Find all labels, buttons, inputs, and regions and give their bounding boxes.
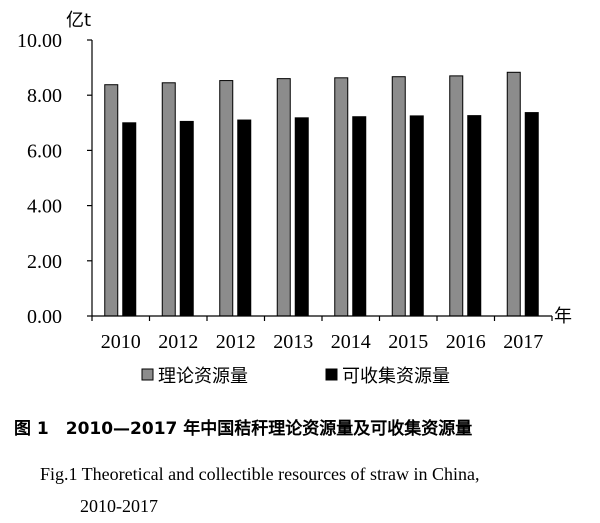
bar-collectible xyxy=(409,115,424,317)
bar-collectible xyxy=(294,117,309,317)
bar-theoretical xyxy=(161,82,176,317)
legend-label: 理论资源量 xyxy=(158,366,248,387)
y-axis-tick-labels: 0.00 2.00 4.00 6.00 8.00 10.00 xyxy=(17,30,62,328)
bar-collectible xyxy=(352,116,367,317)
bar-theoretical xyxy=(449,75,464,317)
bar-theoretical xyxy=(276,78,291,317)
chart-bars xyxy=(104,71,539,317)
legend-swatch xyxy=(141,368,154,381)
figure-caption-chinese: 图 1 2010—2017 年中国秸秆理论资源量及可收集资源量 xyxy=(14,419,473,439)
x-tick-label: 2017 xyxy=(503,331,543,353)
x-tick-label: 2012 xyxy=(158,331,198,353)
bar-theoretical xyxy=(104,84,119,317)
figure-caption-english-line1: Fig.1 Theoretical and collectible resour… xyxy=(40,464,480,484)
legend: 理论资源量 可收集资源量 xyxy=(141,366,450,387)
y-tick-label: 6.00 xyxy=(27,140,62,162)
y-tick-label: 4.00 xyxy=(27,196,62,218)
y-tick-label: 0.00 xyxy=(27,306,62,328)
y-tick-label: 2.00 xyxy=(27,251,62,273)
legend-label: 可收集资源量 xyxy=(342,366,450,387)
x-axis-unit: 年 xyxy=(554,306,572,327)
bar-collectible xyxy=(122,122,137,317)
figure-caption-english: Fig.1 Theoretical and collectible resour… xyxy=(40,458,590,522)
y-tick-label: 10.00 xyxy=(17,30,62,52)
x-tick-label: 2016 xyxy=(446,331,486,353)
bar-theoretical xyxy=(334,77,349,317)
x-tick-label: 2014 xyxy=(331,331,371,353)
legend-swatch xyxy=(325,368,338,381)
x-tick-label: 2015 xyxy=(388,331,428,353)
x-tick-label: 2013 xyxy=(273,331,313,353)
y-tick-label: 8.00 xyxy=(27,85,62,107)
bar-collectible xyxy=(237,119,252,317)
bar-collectible xyxy=(524,112,539,317)
bar-collectible xyxy=(179,120,194,317)
bar-theoretical xyxy=(219,80,234,317)
x-tick-label: 2012 xyxy=(216,331,256,353)
bar-theoretical xyxy=(506,71,521,317)
bar-collectible xyxy=(467,115,482,317)
x-axis-tick-labels: 2010 2012 2012 2013 2014 2015 2016 2017 xyxy=(101,331,544,353)
y-axis-unit: 亿t xyxy=(66,10,91,31)
x-tick-label: 2010 xyxy=(101,331,141,353)
figure-caption-english-line2: 2010-2017 xyxy=(80,496,158,516)
bar-theoretical xyxy=(391,76,406,317)
chart-axes xyxy=(87,39,553,321)
